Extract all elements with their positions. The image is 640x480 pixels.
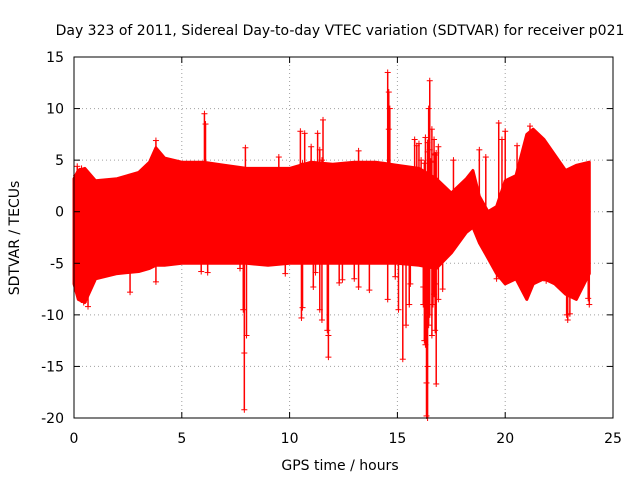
y-tick-label: -15 [41, 359, 64, 375]
chart-title: Day 323 of 2011, Sidereal Day-to-day VTE… [56, 23, 625, 39]
x-tick-label: 0 [70, 431, 79, 447]
y-tick-label: 15 [46, 50, 64, 66]
axes: 0 5 10 15 20 25 -20 -15 -10 -5 0 5 10 15 [41, 50, 622, 447]
y-tick-label: 10 [46, 102, 64, 118]
y-axis-label: SDTVAR / TECUs [7, 181, 23, 296]
y-tick-label: 0 [55, 205, 64, 221]
x-tick-label: 5 [177, 431, 186, 447]
x-tick-label: 15 [388, 431, 406, 447]
y-tick-label: 5 [55, 153, 64, 169]
plot-frame [73, 56, 614, 419]
x-tick-label: 25 [604, 431, 622, 447]
y-tick-label: -5 [50, 256, 64, 272]
y-tick-label: -10 [41, 308, 64, 324]
data-point [315, 167, 322, 174]
data-envelope [72, 127, 591, 304]
x-tick-label: 10 [281, 431, 299, 447]
data-point [77, 291, 84, 298]
x-axis-label: GPS time / hours [281, 458, 398, 474]
x-tick-label: 20 [496, 431, 514, 447]
y-tick-label: -20 [41, 411, 64, 427]
data-series [72, 69, 593, 421]
